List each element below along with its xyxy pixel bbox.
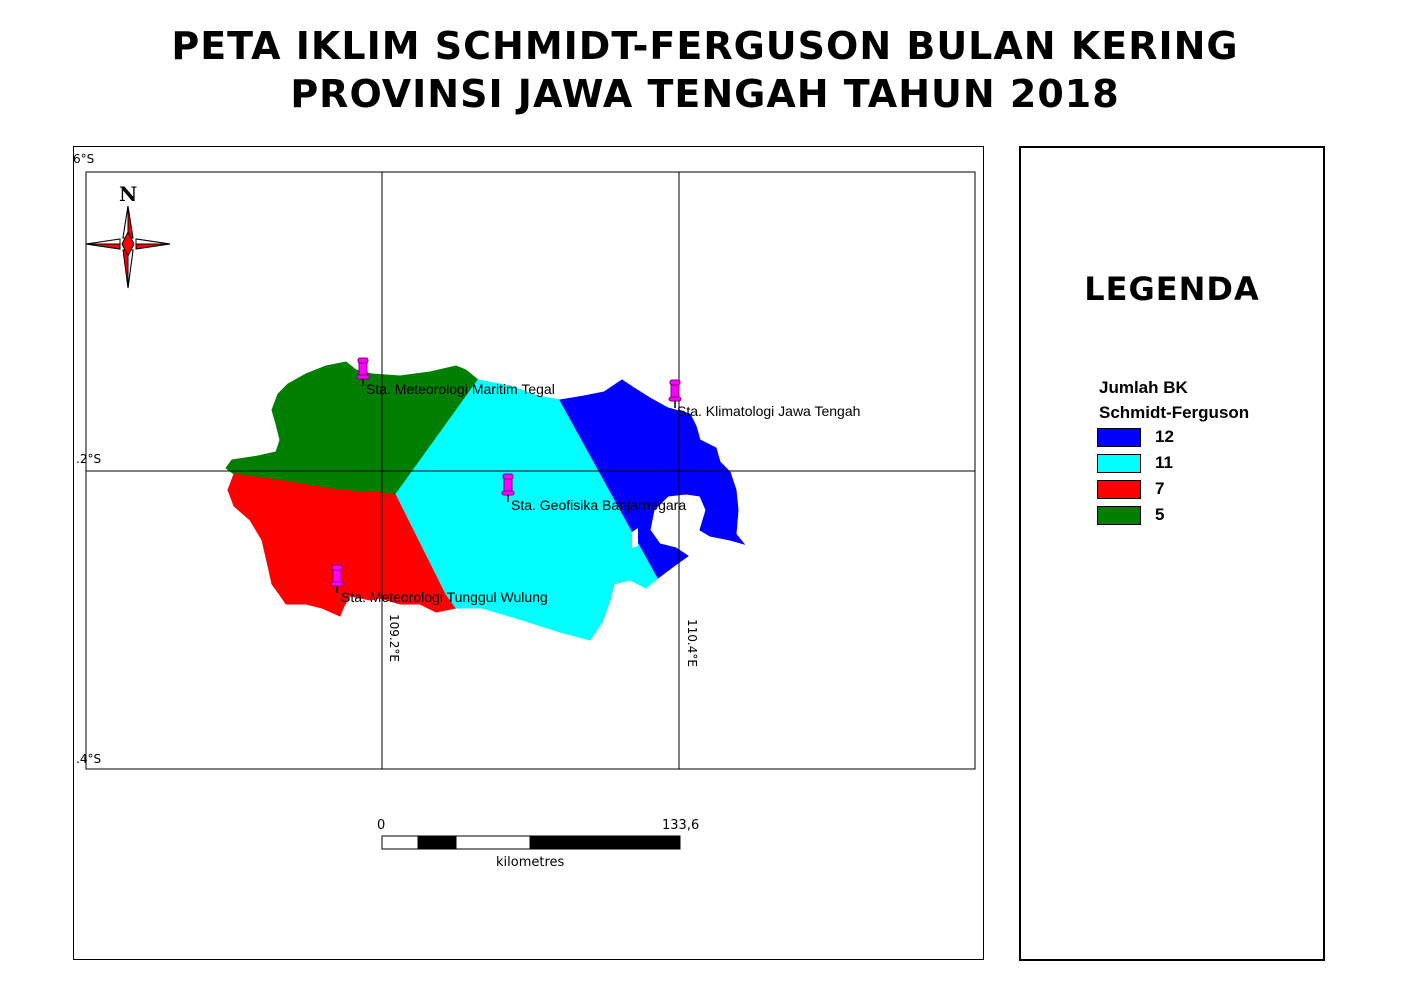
north-label: N [119, 182, 138, 206]
legend-heading-line-2: Schmidt-Ferguson [1099, 403, 1250, 422]
legend-panel: LEGENDA Jumlah BK Schmidt-Ferguson 12 11… [1019, 146, 1325, 961]
map-frame [73, 146, 984, 960]
lon-label-left: 109.2°E [387, 614, 401, 662]
station-marker-icon [501, 473, 515, 502]
legend-swatch-red [1097, 480, 1141, 499]
station-label-jawa-tengah: Sta. Klimatologi Jawa Tengah [677, 403, 861, 419]
legend-label: 7 [1155, 479, 1165, 498]
legend-swatch-blue [1097, 428, 1141, 447]
legend-label: 12 [1155, 427, 1174, 446]
legend-swatch-green [1097, 506, 1141, 525]
legend-heading-line-1: Jumlah BK [1099, 378, 1188, 397]
scale-end-label: 133,6 [662, 818, 700, 833]
station-label-tegal: Sta. Meteorologi Maritim Tegal [366, 381, 555, 397]
lat-label-mid: .2°S [76, 452, 102, 466]
station-label-tunggul-wulung: Sta. Meteorologi Tunggul Wulung [341, 589, 548, 605]
scale-unit-label: kilometres [496, 855, 565, 870]
map-title-line-2: PROVINSI JAWA TENGAH TAHUN 2018 [290, 72, 1120, 116]
station-marker-icon [356, 357, 370, 386]
lon-label-right: 110.4°E [685, 619, 699, 667]
legend-label: 11 [1155, 453, 1173, 472]
legend-title: LEGENDA [1084, 270, 1260, 308]
map-title-line-1: PETA IKLIM SCHMIDT-FERGUSON BULAN KERING [171, 24, 1239, 68]
legend-label: 5 [1155, 505, 1165, 524]
legend-swatch-cyan [1097, 454, 1141, 473]
station-marker-icon [330, 564, 344, 593]
station-label-banjarnegara: Sta. Geofisika Banjarnegara [511, 497, 687, 513]
lat-label-bottom: .4°S [76, 752, 102, 766]
scale-start-label: 0 [377, 818, 386, 833]
lat-label-top: 6°S [73, 152, 95, 166]
station-marker-icon [668, 379, 682, 408]
